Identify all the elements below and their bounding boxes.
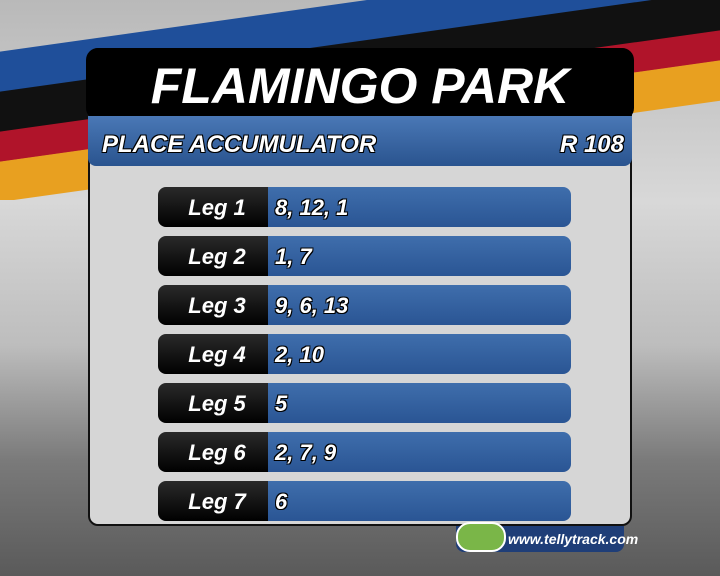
bet-type: PLACE ACCUMULATOR bbox=[102, 131, 377, 158]
subheader: PLACE ACCUMULATOR R 108 bbox=[88, 116, 632, 166]
leg-label: Leg 7 bbox=[158, 481, 268, 521]
leg-row: 2, 7, 9 Leg 6 bbox=[158, 432, 571, 472]
leg-label: Leg 1 bbox=[158, 187, 268, 227]
leg-selections: 5 bbox=[259, 383, 571, 423]
leg-selections: 9, 6, 13 bbox=[259, 285, 571, 325]
leg-row: 1, 7 Leg 2 bbox=[158, 236, 571, 276]
leg-label: Leg 6 bbox=[158, 432, 268, 472]
leg-row: 9, 6, 13 Leg 3 bbox=[158, 285, 571, 325]
amount: R 108 bbox=[559, 131, 624, 158]
leg-selections: 1, 7 bbox=[259, 236, 571, 276]
leg-label: Leg 4 bbox=[158, 334, 268, 374]
leg-label: Leg 3 bbox=[158, 285, 268, 325]
leg-selections: 2, 7, 9 bbox=[259, 432, 571, 472]
leg-row: 2, 10 Leg 4 bbox=[158, 334, 571, 374]
leg-selections: 8, 12, 1 bbox=[259, 187, 571, 227]
leg-label: Leg 2 bbox=[158, 236, 268, 276]
leg-selections: 6 bbox=[259, 481, 571, 521]
leg-row: 5 Leg 5 bbox=[158, 383, 571, 423]
leg-row: 8, 12, 1 Leg 1 bbox=[158, 187, 571, 227]
page-title: FLAMINGO PARK bbox=[86, 48, 634, 120]
leg-row: 6 Leg 7 bbox=[158, 481, 571, 521]
leg-selections: 2, 10 bbox=[259, 334, 571, 374]
tellytrack-logo bbox=[456, 522, 506, 552]
leg-label: Leg 5 bbox=[158, 383, 268, 423]
